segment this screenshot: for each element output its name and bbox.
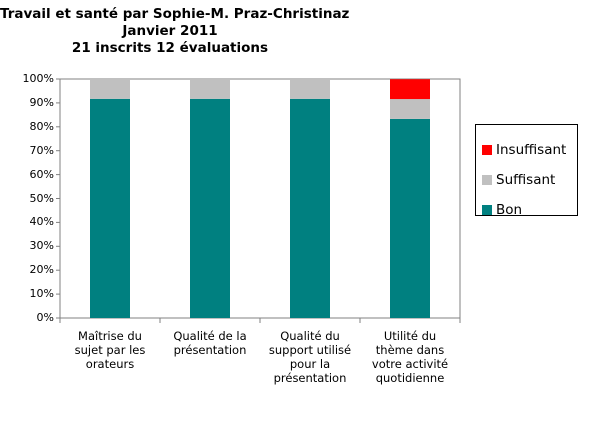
x-category-label-line: support utilisé [268,343,352,357]
x-category-label-line: thème dans [375,343,445,357]
y-tick-label: 50% [29,191,54,205]
title-line-2: Janvier 2011 [122,23,218,39]
legend-label-bon: Bon [496,202,523,218]
x-category-label: Maîtrise du sujet par les orateurs [60,329,160,371]
x-category-label-line: présentation [273,371,347,385]
bar-suffisant-2 [190,79,230,99]
bar-suffisant-1 [90,79,130,99]
x-category-label-line: Utilité du [383,329,437,343]
x-category-label: Qualité de la présentation [160,329,260,357]
chart-title: Travail et santé par Sophie-M. Praz-Chri… [0,6,350,57]
bar-bon-4 [390,118,430,319]
legend-item-insuffisant: Insuffisant [476,135,577,165]
x-category-label-line: pour la [289,357,331,371]
x-category-label: Qualité du support utilisé pour la présenta… [260,329,360,385]
legend-swatch-bon [482,205,492,215]
x-category-label-line: Qualité de la [173,329,247,343]
bar-bon-1 [90,98,130,318]
y-tick-label: 0% [36,311,54,324]
legend-label-suffisant: Suffisant [496,172,556,188]
x-category-label-line: quotidienne [375,371,445,385]
legend-item-bon: Bon [476,195,577,225]
title-line-3: 21 inscrits 12 évaluations [71,40,269,56]
x-category-label-line: sujet par les [74,343,146,357]
y-tick-label: 10% [29,287,54,301]
legend-swatch-suffisant [482,175,492,185]
y-tick-label: 30% [29,239,54,253]
y-tick-label: 40% [29,215,54,229]
legend-swatch-insuffisant [482,145,492,155]
legend-item-suffisant: Suffisant [476,165,577,195]
x-category-label-line: Qualité du [280,329,340,343]
x-category-label: Utilité du thème dans votre activité quotid… [360,329,460,385]
bar-bon-2 [190,98,230,318]
y-tick-label: 80% [29,119,54,133]
legend-label-insuffisant: Insuffisant [496,142,567,158]
y-tick-label: 100% [22,72,54,85]
y-tick-label: 90% [29,95,54,109]
x-category-label-line: orateurs [85,357,135,371]
y-tick-label: 70% [29,143,54,157]
legend: Insuffisant Suffisant Bon [475,124,578,218]
x-category-label-line: Maîtrise du [78,329,142,343]
bar-suffisant-4 [390,99,430,119]
x-category-label-line: présentation [173,343,247,357]
bar-suffisant-3 [290,79,330,99]
x-category-label-line: votre activité [371,357,449,371]
bar-bon-3 [290,98,330,318]
title-line-1: Travail et santé par Sophie-M. Praz-Chri… [0,6,350,22]
bar-insuffisant-4 [390,79,430,100]
y-tick-label: 60% [29,167,54,181]
y-tick-label: 20% [29,263,54,277]
